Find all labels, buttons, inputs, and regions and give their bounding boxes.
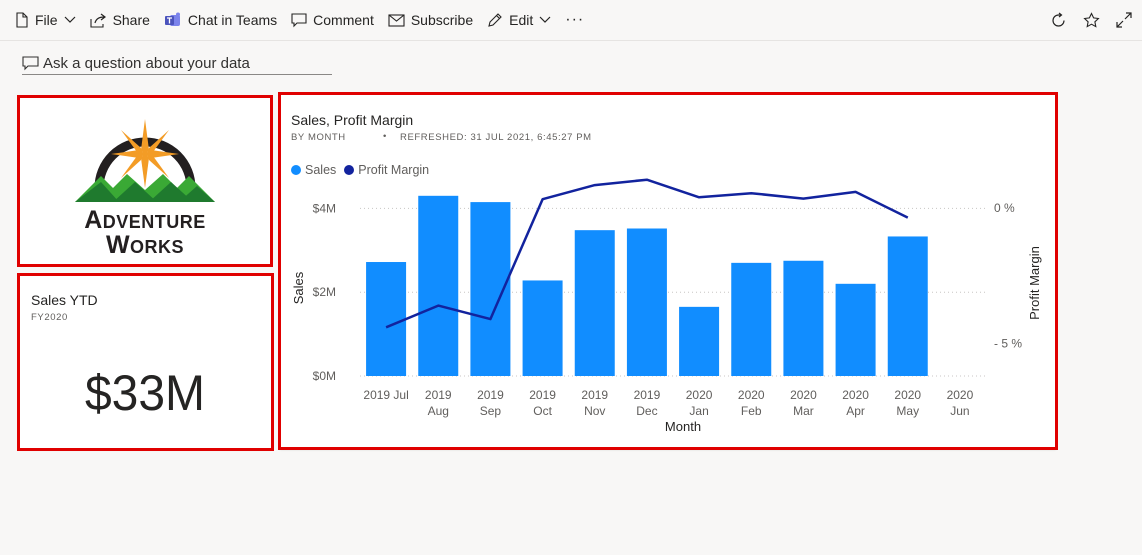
adventure-works-logo: Adventure Works	[75, 119, 215, 259]
y-tick-label: $0M	[313, 369, 336, 383]
x-tick-label: 2020	[686, 388, 713, 402]
bar-sales	[679, 306, 720, 376]
kpi-subtitle: FY2020	[31, 312, 68, 323]
chat-in-teams-label: Chat in Teams	[187, 12, 278, 28]
x-tick-label: Jun	[950, 404, 969, 418]
share-label: Share	[112, 12, 150, 28]
qa-question-box[interactable]: Ask a question about your data	[22, 52, 332, 75]
y-axis-title: Sales	[291, 271, 306, 304]
bar-sales	[626, 228, 667, 376]
chart-legend: Sales Profit Margin	[291, 163, 437, 177]
edit-label: Edit	[509, 12, 534, 28]
teams-icon	[164, 12, 180, 26]
chat-bubble-icon	[22, 55, 39, 70]
chart-refreshed: REFRESHED: 31 JUL 2021, 6:45:27 PM	[400, 132, 592, 143]
bar-sales	[366, 262, 407, 376]
kpi-title: Sales YTD	[31, 292, 98, 308]
mail-icon	[388, 13, 405, 27]
x-axis-title: Month	[665, 419, 701, 434]
x-tick-label: 2019	[529, 388, 556, 402]
qa-placeholder: Ask a question about your data	[43, 54, 250, 72]
x-tick-label: Aug	[428, 404, 449, 418]
y2-tick-label: 0 %	[994, 201, 1015, 215]
chart-title: Sales, Profit Margin	[291, 112, 414, 128]
sales-ytd-tile[interactable]: Sales YTD FY2020 $33M	[19, 275, 271, 449]
x-tick-label: Nov	[584, 404, 605, 418]
bar-sales	[418, 195, 459, 376]
bar-sales	[574, 230, 615, 376]
file-menu[interactable]: File	[0, 0, 83, 40]
file-icon	[16, 12, 28, 28]
logo-tile[interactable]: Adventure Works	[19, 96, 271, 264]
x-tick-label: 2019	[581, 388, 608, 402]
bar-sales	[835, 283, 876, 376]
legend-dot-sales	[291, 165, 301, 175]
chart-dot-separator: •	[383, 131, 387, 142]
x-tick-label: Oct	[533, 404, 552, 418]
legend-item-profit-margin[interactable]: Profit Margin	[344, 163, 429, 177]
x-tick-label: 2020	[738, 388, 765, 402]
x-tick-label: Dec	[636, 404, 657, 418]
star-icon	[1083, 11, 1100, 28]
x-tick-label: 2019	[634, 388, 661, 402]
logo-text-line1: Adventure	[84, 206, 206, 234]
toolbar-right	[1042, 0, 1142, 40]
bar-sales	[887, 236, 928, 376]
subscribe-label: Subscribe	[410, 12, 474, 28]
chart-by-month: BY MONTH	[291, 132, 346, 143]
legend-dot-profit-margin	[344, 165, 355, 175]
expand-icon	[1116, 12, 1132, 28]
x-tick-label: Sep	[480, 404, 502, 418]
x-tick-label: Feb	[741, 404, 762, 418]
y-tick-label: $2M	[313, 285, 336, 299]
x-tick-label: May	[896, 404, 919, 418]
comment-icon	[291, 12, 307, 27]
comment-button[interactable]: Comment	[284, 0, 381, 40]
chevron-down-icon	[64, 16, 75, 23]
x-tick-label: Apr	[846, 404, 865, 418]
legend-label-sales: Sales	[305, 163, 337, 177]
line-profit-margin	[385, 178, 909, 329]
kpi-value: $33M	[84, 365, 206, 422]
x-tick-label: Mar	[793, 404, 814, 418]
subscribe-button[interactable]: Subscribe	[381, 0, 480, 40]
chat-in-teams-button[interactable]: Chat in Teams	[157, 0, 284, 40]
top-toolbar: File Share Chat in Teams Comment Subscri…	[0, 0, 1142, 41]
bar-sales	[783, 260, 824, 376]
x-tick-label: 2019 Jul	[363, 388, 408, 402]
share-icon	[90, 13, 106, 28]
comment-label: Comment	[313, 12, 374, 28]
more-label: ···	[565, 11, 585, 28]
chevron-down-icon	[539, 16, 551, 23]
refresh-button[interactable]	[1042, 0, 1075, 40]
x-tick-label: 2020	[894, 388, 921, 402]
legend-label-profit-margin: Profit Margin	[358, 163, 430, 177]
x-tick-label: 2020	[947, 388, 974, 402]
favorite-button[interactable]	[1075, 0, 1108, 40]
fullscreen-button[interactable]	[1108, 0, 1142, 40]
logo-text-line2: Works	[106, 231, 184, 259]
bar-sales	[522, 280, 563, 376]
refresh-icon	[1052, 12, 1065, 27]
legend-item-sales[interactable]: Sales	[291, 163, 336, 177]
y2-tick-label: - 5 %	[994, 337, 1022, 351]
x-tick-label: Jan	[689, 404, 708, 418]
sales-profit-chart-tile[interactable]: Sales, Profit Margin BY MONTH • REFRESHE…	[280, 95, 1056, 449]
pencil-icon	[488, 13, 502, 27]
x-tick-label: 2019	[477, 388, 504, 402]
y2-axis-title: Profit Margin	[1027, 246, 1042, 320]
y-tick-label: $4M	[313, 201, 336, 215]
chart-plot: $0M $2M $4M - 5 % 0 % 2019 Jul 2019 Aug 2019 Sep 2…	[291, 178, 1042, 434]
x-tick-label: 2019	[425, 388, 452, 402]
share-button[interactable]: Share	[83, 0, 157, 40]
x-tick-label: 2020	[842, 388, 869, 402]
x-tick-label: 2020	[790, 388, 817, 402]
bar-sales	[731, 262, 772, 376]
more-options-button[interactable]: ···	[558, 0, 591, 40]
file-label: File	[35, 12, 58, 28]
edit-menu[interactable]: Edit	[480, 0, 558, 40]
